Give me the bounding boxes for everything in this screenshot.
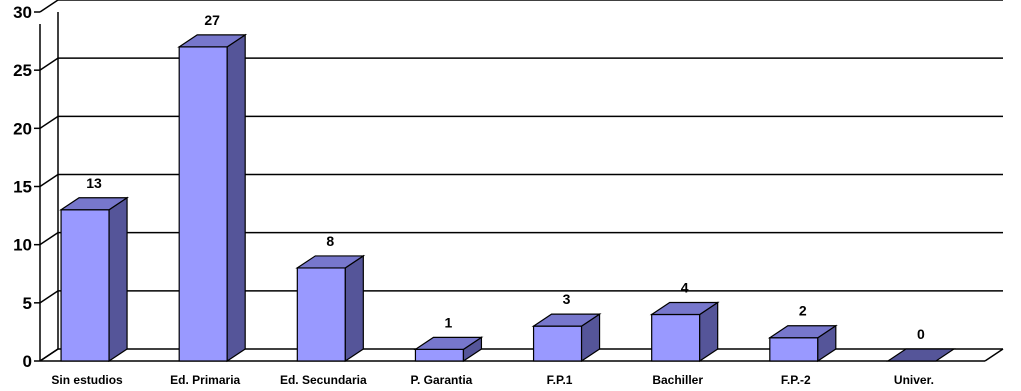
data-label-sin-estudios: 13: [86, 175, 102, 191]
data-label-f-p-2: 2: [799, 303, 807, 319]
bar-top-ed-primaria: [177, 34, 248, 48]
bar-top-f-p-1: [531, 313, 602, 327]
bar-front-f-p-2: [769, 337, 819, 362]
bar-top-f-p-2: [767, 325, 838, 339]
data-label-ed-primaria: 27: [204, 12, 220, 28]
y-tick-label-6: 30: [13, 3, 32, 22]
bar-top-univer: [885, 348, 956, 362]
category-label-bachiller: Bachiller: [652, 373, 703, 387]
y-tick-label-4: 20: [13, 119, 32, 138]
gridline-depth-4: [39, 115, 59, 129]
bar-top-bachiller: [649, 301, 720, 316]
category-label-univer: Univer.: [894, 373, 934, 387]
y-tick-label-2: 10: [13, 236, 32, 255]
bar-front-sin-estudios: [60, 209, 110, 362]
bar-top-sin-estudios: [59, 197, 130, 211]
category-label-ed-secundaria: Ed. Secundaria: [280, 373, 367, 387]
data-label-ed-secundaria: 8: [326, 233, 334, 249]
bar-top-ed-secundaria: [295, 255, 366, 269]
data-label-bachiller: 4: [681, 279, 689, 295]
bar-side-ed-secundaria: [344, 254, 364, 363]
bar-front-bachiller: [651, 313, 701, 362]
bar-front-ed-secundaria: [296, 267, 346, 362]
bar-front-ed-primaria: [178, 46, 228, 362]
gridline-depth-0: [39, 348, 59, 362]
y-tick-label-3: 15: [13, 178, 32, 197]
y-tick-label-0: 0: [23, 352, 32, 371]
gridline-depth-5: [39, 57, 59, 71]
floor-depth-line-right: [984, 348, 1004, 362]
category-label-ed-primaria: Ed. Primaria: [170, 373, 240, 387]
bar-front-f-p-1: [532, 325, 583, 362]
gridline-depth-2: [39, 232, 59, 246]
data-label-univer: 0: [917, 326, 925, 342]
gridline-depth-1: [39, 290, 59, 304]
category-label-f-p-1: F.P.1: [547, 373, 573, 387]
bar-side-sin-estudios: [108, 196, 128, 363]
gridline-depth-6: [39, 0, 59, 13]
category-label-sin-estudios: Sin estudios: [51, 373, 123, 387]
category-label-f-p-2: F.P.-2: [781, 373, 811, 387]
bar-top-p-garantia: [413, 336, 484, 350]
category-label-p-garantia: P. Garantia: [411, 373, 473, 387]
gridline-depth-3: [39, 173, 59, 188]
bar-side-ed-primaria: [226, 33, 246, 363]
y-tick-label-5: 25: [13, 61, 32, 80]
bar-front-p-garantia: [414, 348, 465, 362]
y-tick-label-1: 5: [23, 294, 32, 313]
data-label-f-p-1: 3: [563, 291, 571, 307]
data-label-p-garantia: 1: [445, 314, 453, 330]
